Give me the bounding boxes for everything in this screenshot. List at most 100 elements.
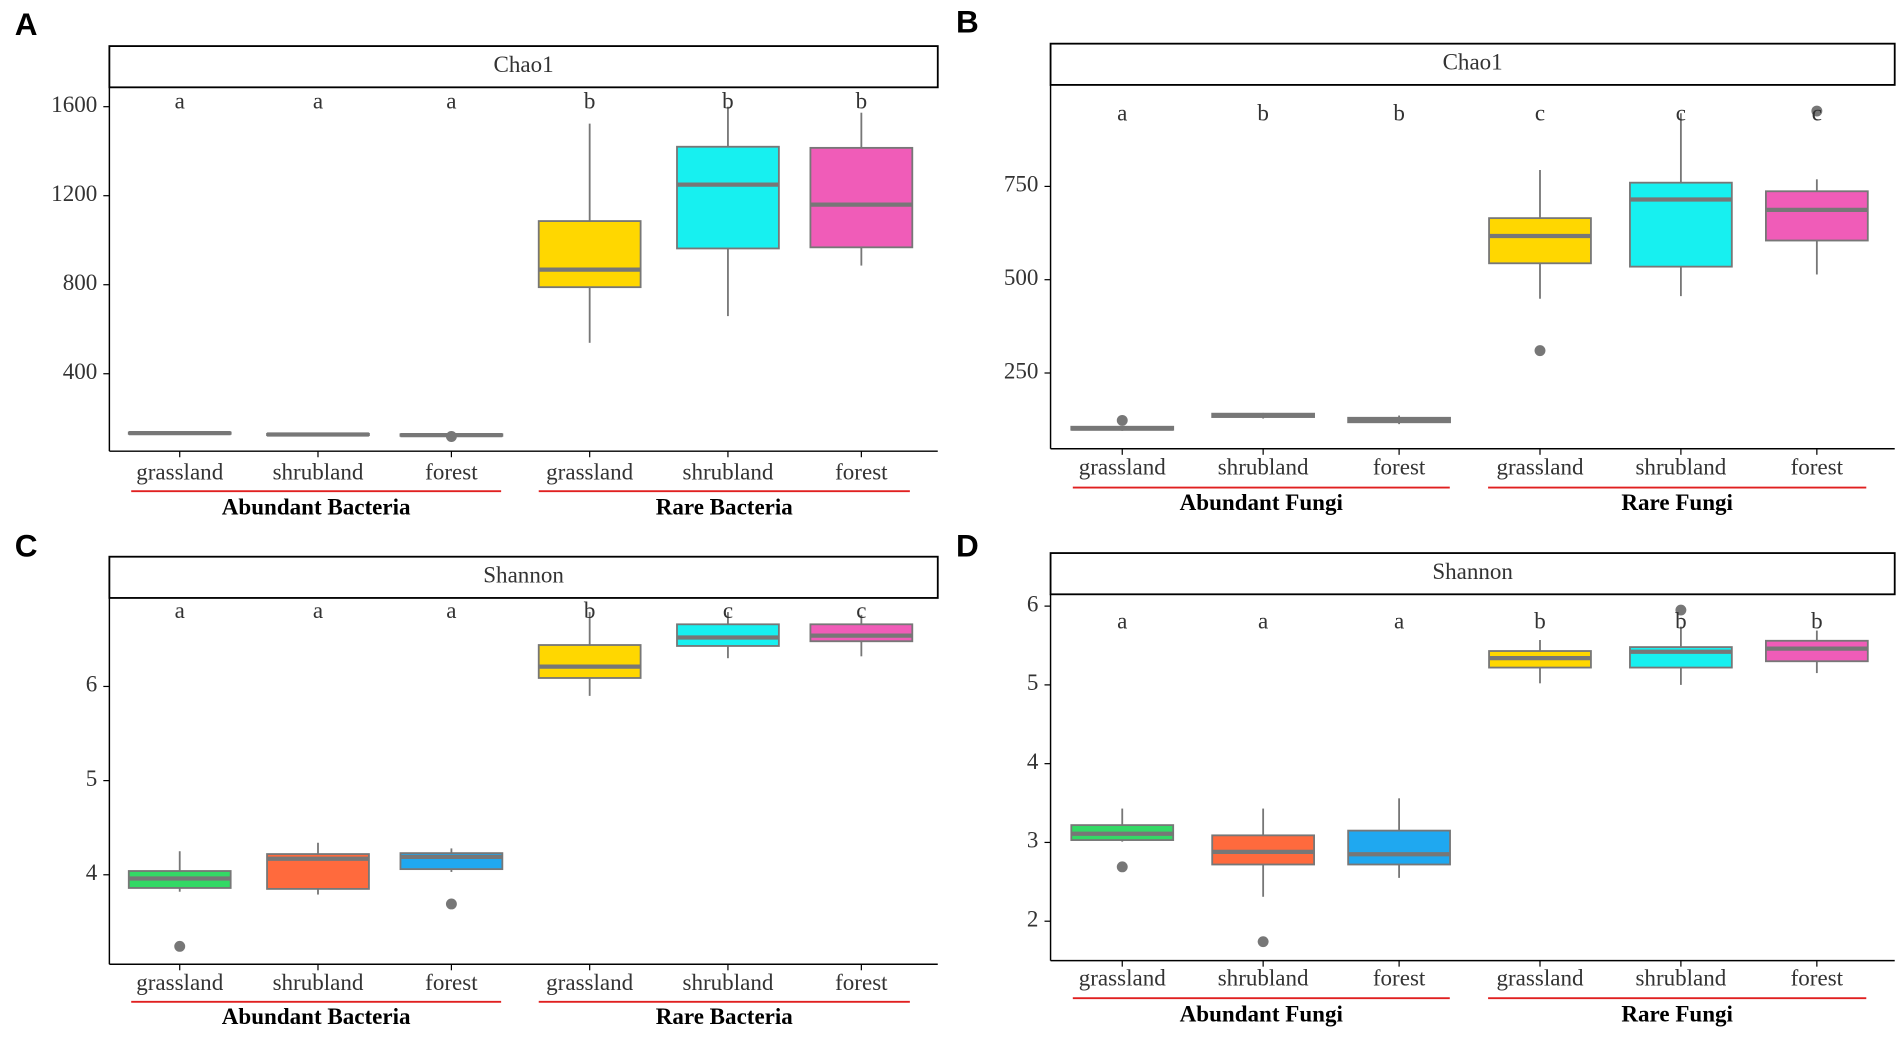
box bbox=[809, 623, 914, 643]
y-tick-label: 2 bbox=[1027, 905, 1039, 931]
y-tick-label: 3 bbox=[1027, 827, 1039, 853]
x-tick-label: forest bbox=[835, 969, 888, 995]
y-tick-label: 5 bbox=[1027, 669, 1039, 695]
x-tick-label: grassland bbox=[1496, 454, 1583, 480]
y-tick-label: 4 bbox=[1027, 748, 1039, 774]
x-tick-label: grassland bbox=[136, 459, 223, 485]
significance-letter: b bbox=[856, 87, 868, 113]
x-tick-label: grassland bbox=[136, 969, 223, 995]
significance-letter: a bbox=[1394, 608, 1404, 634]
significance-letter: a bbox=[175, 87, 185, 113]
x-tick-label: shrubland bbox=[273, 459, 364, 485]
y-tick-label: 400 bbox=[63, 358, 98, 384]
x-tick-label: forest bbox=[1791, 454, 1844, 480]
y-tick-label: 500 bbox=[1004, 264, 1039, 290]
outlier bbox=[1675, 604, 1687, 616]
box bbox=[676, 623, 780, 647]
box bbox=[1629, 181, 1733, 268]
outlier bbox=[1116, 414, 1128, 426]
x-tick-label: forest bbox=[1373, 964, 1426, 990]
panel-label: A bbox=[15, 6, 38, 42]
strip-title: Chao1 bbox=[1443, 49, 1503, 75]
y-tick-label: 250 bbox=[1004, 357, 1039, 383]
box bbox=[809, 146, 914, 249]
box bbox=[1488, 217, 1592, 265]
y-tick-label: 1600 bbox=[51, 91, 97, 117]
outlier bbox=[445, 898, 457, 910]
strip bbox=[108, 45, 939, 89]
x-tick-label: grassland bbox=[546, 459, 633, 485]
significance-letter: b bbox=[1534, 608, 1546, 634]
significance-letter: a bbox=[446, 597, 456, 623]
significance-letter: b bbox=[1393, 100, 1405, 126]
x-tick-label: forest bbox=[425, 459, 478, 485]
significance-letter: a bbox=[1117, 608, 1127, 634]
significance-letter: c bbox=[1676, 100, 1686, 126]
significance-letter: b bbox=[584, 87, 596, 113]
x-tick-label: forest bbox=[425, 969, 478, 995]
x-tick-label: shrubland bbox=[683, 969, 774, 995]
outlier bbox=[1811, 105, 1823, 117]
x-tick-label: grassland bbox=[1079, 964, 1166, 990]
x-tick-label: forest bbox=[835, 459, 888, 485]
x-tick-label: shrubland bbox=[273, 969, 364, 995]
significance-letter: a bbox=[446, 87, 456, 113]
y-tick-label: 5 bbox=[86, 765, 98, 791]
significance-letter: b bbox=[584, 597, 596, 623]
y-tick-label: 750 bbox=[1004, 171, 1039, 197]
box bbox=[676, 145, 780, 250]
group-label: Abundant Fungi bbox=[1180, 489, 1344, 515]
outlier bbox=[174, 940, 186, 952]
significance-letter: a bbox=[1258, 608, 1268, 634]
group-label: Rare Fungi bbox=[1621, 489, 1733, 515]
group-label: Rare Bacteria bbox=[656, 1003, 794, 1029]
y-tick-label: 1200 bbox=[51, 180, 97, 206]
outlier bbox=[1257, 936, 1269, 948]
x-tick-label: grassland bbox=[1496, 964, 1583, 990]
x-tick-label: shrubland bbox=[1218, 964, 1309, 990]
significance-letter: c bbox=[1812, 100, 1822, 126]
x-tick-label: shrubland bbox=[683, 459, 774, 485]
y-tick-label: 6 bbox=[86, 671, 98, 697]
significance-letter: b bbox=[1257, 100, 1269, 126]
x-tick-label: shrubland bbox=[1635, 964, 1726, 990]
group-label: Rare Bacteria bbox=[656, 494, 794, 520]
panel-label: C bbox=[15, 528, 38, 564]
strip-title: Chao1 bbox=[494, 51, 554, 77]
significance-letter: b bbox=[1675, 608, 1687, 634]
strip bbox=[1049, 552, 1896, 596]
box bbox=[1347, 829, 1451, 866]
x-tick-label: shrubland bbox=[1218, 454, 1309, 480]
outlier bbox=[1534, 345, 1546, 357]
group-label: Abundant Bacteria bbox=[222, 494, 411, 520]
strip-title: Shannon bbox=[1432, 558, 1513, 584]
outlier bbox=[445, 431, 457, 442]
significance-letter: a bbox=[1117, 100, 1127, 126]
strip-title: Shannon bbox=[483, 562, 564, 588]
significance-letter: c bbox=[723, 597, 733, 623]
significance-letter: a bbox=[175, 597, 185, 623]
y-tick-label: 800 bbox=[63, 269, 98, 295]
group-label: Abundant Bacteria bbox=[222, 1003, 411, 1029]
significance-letter: b bbox=[722, 87, 734, 113]
y-tick-label: 6 bbox=[1027, 590, 1039, 616]
group-label: Rare Fungi bbox=[1621, 1001, 1733, 1027]
significance-letter: a bbox=[313, 597, 323, 623]
significance-letter: c bbox=[1535, 100, 1545, 126]
box bbox=[1765, 190, 1869, 242]
panel-label: D bbox=[956, 528, 979, 564]
x-tick-label: grassland bbox=[1079, 454, 1166, 480]
x-tick-label: shrubland bbox=[1635, 454, 1726, 480]
box bbox=[537, 644, 642, 679]
x-tick-label: forest bbox=[1791, 964, 1844, 990]
significance-letter: c bbox=[856, 597, 866, 623]
significance-letter: b bbox=[1811, 608, 1823, 634]
strip bbox=[1049, 42, 1896, 86]
box bbox=[1765, 639, 1869, 663]
box bbox=[537, 220, 642, 289]
group-label: Abundant Fungi bbox=[1180, 1001, 1344, 1027]
y-tick-label: 4 bbox=[86, 859, 98, 885]
x-tick-label: grassland bbox=[546, 969, 633, 995]
significance-letter: a bbox=[313, 87, 323, 113]
